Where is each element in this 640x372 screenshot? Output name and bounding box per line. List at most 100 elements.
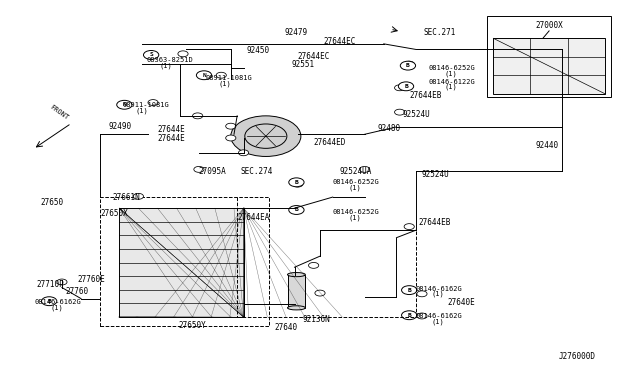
Circle shape xyxy=(289,206,304,214)
Text: (1): (1) xyxy=(349,214,362,221)
Text: 27095A: 27095A xyxy=(199,167,227,176)
Text: 92524U: 92524U xyxy=(422,170,450,179)
Text: 08911-1081G: 08911-1081G xyxy=(205,75,252,81)
Text: (1): (1) xyxy=(444,70,457,77)
Text: 27650X: 27650X xyxy=(100,209,128,218)
Text: (1): (1) xyxy=(135,107,148,113)
Circle shape xyxy=(194,166,204,172)
Circle shape xyxy=(417,313,427,319)
Text: 08146-6252G: 08146-6252G xyxy=(333,209,380,215)
Bar xyxy=(493,38,605,94)
Text: N: N xyxy=(122,102,126,107)
Ellipse shape xyxy=(287,306,305,310)
Circle shape xyxy=(133,193,143,199)
Circle shape xyxy=(394,85,404,91)
Text: 27650Y: 27650Y xyxy=(179,321,206,330)
Circle shape xyxy=(292,181,303,187)
Circle shape xyxy=(394,109,404,115)
Text: 92479: 92479 xyxy=(285,28,308,37)
Text: 92490: 92490 xyxy=(108,122,132,131)
Text: B: B xyxy=(407,288,411,293)
Circle shape xyxy=(404,61,414,67)
Circle shape xyxy=(42,297,57,306)
Text: 08911-1081G: 08911-1081G xyxy=(122,102,169,108)
Text: 92136N: 92136N xyxy=(302,315,330,324)
Text: 27640E: 27640E xyxy=(447,298,475,307)
Text: 92440: 92440 xyxy=(536,141,559,150)
Text: 92450: 92450 xyxy=(246,46,270,55)
Circle shape xyxy=(360,166,370,172)
Bar xyxy=(487,16,611,97)
Polygon shape xyxy=(119,208,244,317)
Circle shape xyxy=(289,178,304,187)
Text: 27644EC: 27644EC xyxy=(298,52,330,61)
Text: (1): (1) xyxy=(218,80,231,87)
Circle shape xyxy=(143,51,159,60)
Circle shape xyxy=(239,150,248,156)
Text: 27644EB: 27644EB xyxy=(419,218,451,227)
Text: 27710P: 27710P xyxy=(36,280,64,289)
Text: (1): (1) xyxy=(51,305,63,311)
Text: (1): (1) xyxy=(444,84,457,90)
Circle shape xyxy=(400,61,415,70)
Circle shape xyxy=(226,123,236,129)
Circle shape xyxy=(226,135,236,141)
Circle shape xyxy=(401,311,417,320)
Circle shape xyxy=(178,51,188,57)
Text: 08146-6162G: 08146-6162G xyxy=(415,286,462,292)
Circle shape xyxy=(148,100,158,106)
Circle shape xyxy=(196,71,212,80)
Circle shape xyxy=(193,113,203,119)
Text: 92480: 92480 xyxy=(378,124,401,133)
Circle shape xyxy=(57,279,67,285)
Circle shape xyxy=(398,82,413,91)
Text: 08146-6252G: 08146-6252G xyxy=(428,65,475,71)
Text: 08146-6252G: 08146-6252G xyxy=(333,179,380,185)
Text: 27760E: 27760E xyxy=(78,275,106,283)
Text: 92551: 92551 xyxy=(291,60,314,70)
Text: 27000X: 27000X xyxy=(535,21,563,30)
Circle shape xyxy=(292,207,303,213)
Circle shape xyxy=(116,100,132,109)
Text: 92524U: 92524U xyxy=(403,109,431,119)
Text: SEC.271: SEC.271 xyxy=(424,28,456,37)
Text: J276000D: J276000D xyxy=(559,352,596,361)
Text: (1): (1) xyxy=(159,62,172,68)
Text: B: B xyxy=(406,63,410,68)
Text: 27644ED: 27644ED xyxy=(314,138,346,147)
Text: 27644EA: 27644EA xyxy=(237,213,269,222)
Circle shape xyxy=(231,116,301,157)
Text: (1): (1) xyxy=(431,318,444,325)
Text: 08146-6162G: 08146-6162G xyxy=(35,299,81,305)
Circle shape xyxy=(216,72,227,78)
Text: FRONT: FRONT xyxy=(48,104,69,121)
Circle shape xyxy=(417,291,427,297)
Text: B: B xyxy=(294,208,298,212)
Text: 08363-8251D: 08363-8251D xyxy=(147,57,193,63)
Text: 27644E: 27644E xyxy=(157,125,185,134)
Text: 27650: 27650 xyxy=(41,198,64,207)
Text: 92524UA: 92524UA xyxy=(339,167,371,176)
Text: 27640: 27640 xyxy=(274,323,297,331)
Text: B: B xyxy=(404,84,408,89)
Text: N: N xyxy=(202,73,206,78)
Text: 27644E: 27644E xyxy=(157,134,185,142)
Circle shape xyxy=(401,286,417,295)
Text: (1): (1) xyxy=(431,291,444,298)
Circle shape xyxy=(308,262,319,268)
Text: 27661N: 27661N xyxy=(113,193,141,202)
Text: B: B xyxy=(407,313,411,318)
Text: B: B xyxy=(294,180,298,185)
Text: 27760: 27760 xyxy=(65,287,88,296)
Text: B: B xyxy=(47,299,51,304)
Ellipse shape xyxy=(287,273,305,277)
Circle shape xyxy=(404,224,414,230)
Text: 08146-6122G: 08146-6122G xyxy=(428,78,475,84)
Circle shape xyxy=(315,290,325,296)
Text: 08146-6162G: 08146-6162G xyxy=(415,313,462,319)
Text: 27644EC: 27644EC xyxy=(323,37,356,46)
Text: 27644EB: 27644EB xyxy=(409,91,442,100)
Bar xyxy=(287,275,305,308)
Text: (1): (1) xyxy=(349,185,362,191)
Text: S: S xyxy=(149,52,153,57)
